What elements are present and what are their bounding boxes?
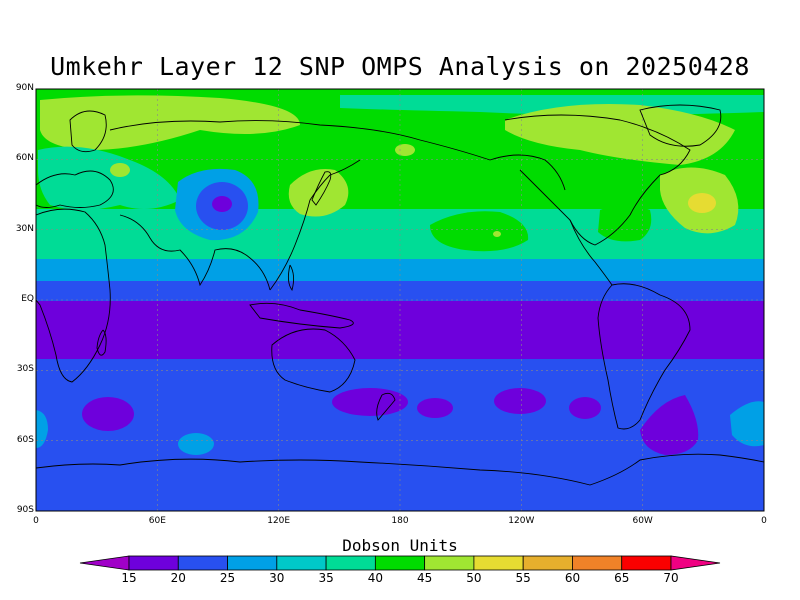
coast-japan [311,171,332,206]
indian-green [150,229,199,258]
plot-frame [35,88,765,512]
colorbar-min-triangle [79,555,130,571]
coast-greenland [639,104,722,147]
colorbar-segment [572,555,623,571]
colorbar-segment [276,555,327,571]
longitude-label: 0 [33,516,39,526]
coast-new-zealand [376,392,396,421]
colorbar-segment [128,555,179,571]
longitude-label: 180 [391,516,409,526]
colorbar-tick-label: 70 [663,571,679,585]
coast-madagascar [96,329,107,356]
tibet-low-center [212,196,232,212]
coast-central-america [569,219,613,286]
coast-europe [36,170,114,208]
colorbar-segment [424,555,475,571]
latitude-label: 60S [16,434,34,445]
colorbar-segment [473,555,524,571]
south-indian-cyan [178,433,214,455]
south-pacific-low-2 [494,388,546,414]
latitude-label: 30S [16,364,34,375]
colorbar-tick-label: 25 [219,571,236,585]
arctic-high-west [40,95,300,150]
colorbar-tick-label: 40 [367,571,383,585]
coast-indonesia [249,302,354,329]
pacific-high [430,211,529,252]
north-atlantic-high-core [688,193,716,213]
colorbar-segment [522,555,573,571]
colorbar-tick-label: 35 [318,571,334,585]
europe-blob [110,163,130,177]
longitude-label: 0 [761,516,767,526]
colorbar [79,555,721,571]
map-title: Umkehr Layer 12 SNP OMPS Analysis on 202… [50,52,750,81]
longitude-label: 60E [148,516,166,526]
colorbar-segment [177,555,228,571]
longitude-label: 120E [267,516,291,526]
siberia-blob [395,144,415,156]
south-indian-low [82,397,134,431]
colorbar-tick-label: 55 [515,571,531,585]
colorbar-title: Dobson Units [342,536,458,555]
latitude-label: 60N [15,153,34,164]
longitude-label: 60W [632,516,653,526]
colorbar-segment [227,555,278,571]
coast-alaska [489,154,566,191]
coast-africa [36,208,111,383]
south-atlantic-cyan [730,401,764,447]
latitude-label: 90N [15,83,34,93]
colorbar-tick-label: 30 [269,571,285,585]
longitude-label: 120W [508,516,535,526]
coast-philippines [287,264,295,292]
coast-scandinavia [69,110,107,153]
coast-antarctica [36,453,764,486]
pacific-high-core [493,231,501,237]
south-pacific-low-3 [569,397,601,419]
colorbar-segment [621,555,672,571]
tasman-low [332,388,408,416]
latitude-label: 30N [15,223,34,234]
colorbar-tick-label: 15 [121,571,137,585]
colorbar-tick-label: 20 [170,571,186,585]
colorbar-tick-label: 45 [416,571,433,585]
atlantic-mid-green [598,205,652,242]
japan-high [288,169,349,217]
graticule [36,89,764,511]
coast-south-america [597,283,691,430]
colorbar-segment [325,555,376,571]
south-pacific-low-1 [417,398,453,418]
coast-asia-north [109,120,491,161]
coast-arabia-india [119,214,271,291]
west-edge-cyan [36,410,48,448]
latitude-label: 90S [16,505,34,515]
coast-australia [271,328,356,393]
colorbar-max-triangle [670,555,721,571]
north-america-high [505,104,735,165]
asia-high-region [38,146,180,210]
coastlines [36,104,764,486]
latitude-label: EQ [21,294,34,304]
colorbar-tick-label: 60 [564,571,581,585]
coast-north-america [504,114,691,246]
colorbar-tick-label: 50 [466,571,482,585]
colorbar-tick-label: 65 [614,571,630,585]
colorbar-segment [374,555,426,571]
coast-east-asia [269,159,361,291]
south-atlantic-low [640,395,699,455]
